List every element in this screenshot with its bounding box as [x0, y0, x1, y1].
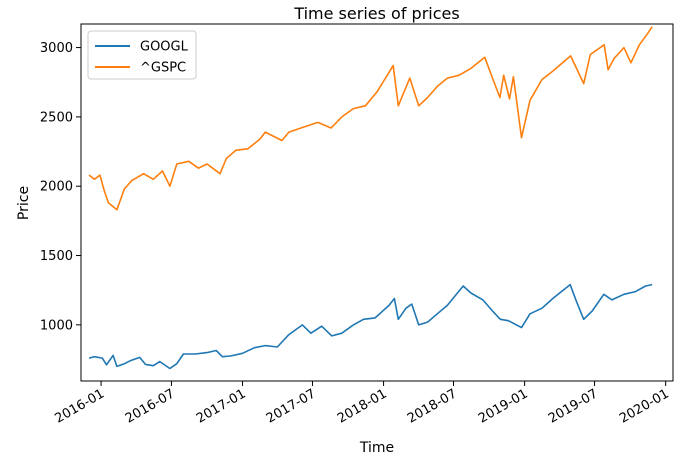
legend-label: GOOGL — [140, 40, 189, 55]
x-tick-label: 2017-01 — [194, 386, 249, 426]
y-tick-label: 1500 — [40, 249, 73, 264]
y-tick-label: 2500 — [40, 110, 73, 125]
x-axis: 2016-01 2016-07 2017-01 2017-07 2018-01 2018-… — [53, 381, 672, 427]
x-axis-title: Time — [359, 440, 394, 456]
plot-frame — [80, 23, 674, 382]
y-tick-label: 3000 — [40, 41, 73, 56]
chart-title: Time series of prices — [293, 4, 459, 23]
y-axis: 1000 1500 2000 2500 3000 — [40, 41, 81, 333]
x-tick-label: 2016-01 — [53, 386, 108, 426]
x-tick-label: 2018-07 — [405, 386, 460, 426]
x-tick-label: 2020-01 — [617, 386, 672, 426]
series-line-1 — [88, 26, 653, 211]
x-tick-label: 2016-07 — [123, 386, 178, 426]
y-tick-label: 1000 — [40, 318, 73, 333]
y-tick-label: 2000 — [40, 180, 73, 195]
y-axis-title: Price — [16, 186, 32, 220]
series-layer — [88, 26, 653, 370]
series-line-0 — [88, 283, 653, 370]
x-tick-label: 2018-01 — [335, 386, 390, 426]
x-tick-label: 2019-01 — [476, 386, 531, 426]
x-tick-label: 2019-07 — [546, 386, 601, 426]
legend-label: ^GSPC — [140, 61, 186, 76]
x-tick-label: 2017-07 — [264, 386, 319, 426]
legend: GOOGL ^GSPC — [87, 30, 197, 80]
